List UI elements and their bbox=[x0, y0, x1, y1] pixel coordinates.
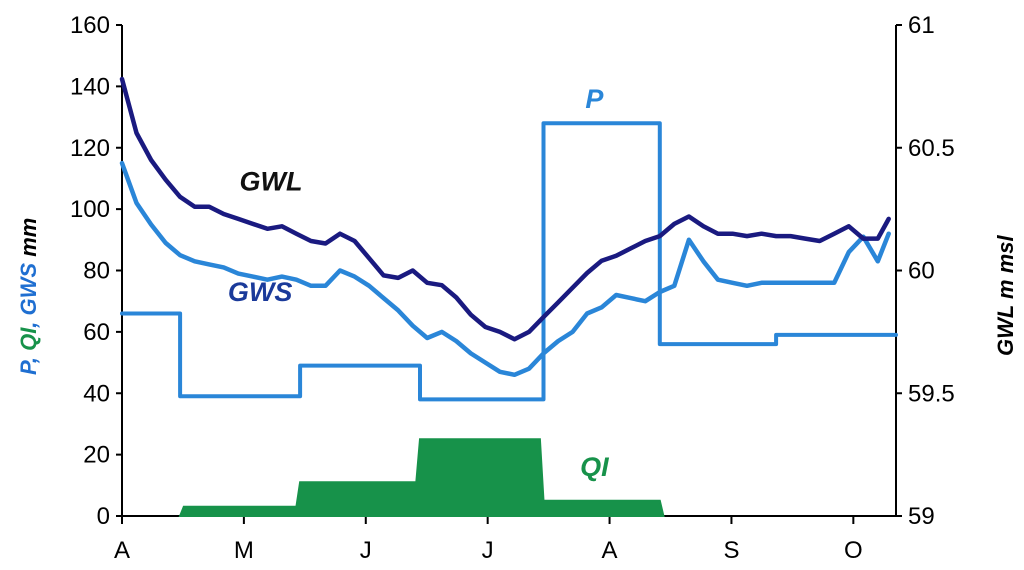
x-tick-label: S bbox=[723, 537, 739, 564]
right-tick-label: 59 bbox=[908, 503, 935, 530]
axis-title-part: , bbox=[16, 351, 41, 364]
left-axis: 0 20 40 60 80 100 120 140 160 bbox=[70, 12, 123, 530]
right-tick-label: 59.5 bbox=[908, 380, 955, 407]
series-label: GWS bbox=[228, 277, 293, 307]
series-p-line bbox=[120, 121, 898, 402]
axis-title-part: , bbox=[16, 315, 41, 328]
series-qi-area bbox=[178, 438, 665, 517]
axis-title-part: GWS bbox=[16, 263, 41, 316]
left-tick-label: 120 bbox=[70, 135, 110, 162]
right-tick-label: 60 bbox=[908, 258, 935, 285]
axis-title-part: mm bbox=[16, 218, 41, 263]
x-tick-label: J bbox=[360, 537, 372, 564]
series-label: GWL bbox=[239, 167, 302, 197]
annotation-layer: GWL GWS P QI bbox=[228, 84, 609, 482]
x-tick-label: O bbox=[844, 537, 863, 564]
left-tick-label: 140 bbox=[70, 73, 110, 100]
right-tick-label: 61 bbox=[908, 12, 935, 39]
left-tick-label: 60 bbox=[83, 319, 110, 346]
right-axis: 59 59.5 60 60.5 61 bbox=[895, 12, 955, 530]
axis-title-part: GWL bbox=[993, 305, 1018, 356]
series-layer bbox=[119, 76, 898, 517]
right-tick-label: 60.5 bbox=[908, 135, 955, 162]
axis-title-part: m msl bbox=[993, 234, 1018, 305]
series-label: P bbox=[585, 84, 604, 114]
x-tick-label: M bbox=[234, 537, 254, 564]
left-tick-label: 40 bbox=[83, 380, 110, 407]
x-tick-label: A bbox=[602, 537, 618, 564]
series-gws-line bbox=[119, 160, 891, 378]
left-tick-label: 100 bbox=[70, 196, 110, 223]
x-tick-label: J bbox=[482, 537, 494, 564]
left-tick-label: 0 bbox=[97, 503, 110, 530]
series-label: QI bbox=[580, 452, 609, 482]
left-axis-title: P, QI, GWS mm bbox=[16, 218, 41, 375]
left-tick-label: 80 bbox=[83, 258, 110, 285]
left-tick-label: 20 bbox=[83, 442, 110, 469]
left-tick-label: 160 bbox=[70, 12, 110, 39]
x-tick-label: A bbox=[114, 537, 130, 564]
series-gwl-line bbox=[119, 76, 891, 342]
axis-title-part: QI bbox=[16, 327, 41, 351]
right-axis-title: GWL m msl bbox=[993, 234, 1018, 356]
axis-title-part: P bbox=[16, 360, 41, 375]
